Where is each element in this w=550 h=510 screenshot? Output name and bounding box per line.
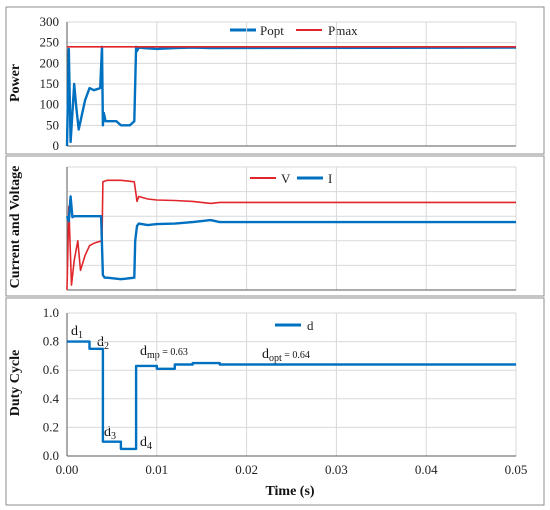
duty-cycle-ytick-label: 0.4 [43, 391, 60, 406]
duty-cycle-xtick-label: 0.00 [56, 462, 79, 477]
annotation-d4: d4 [140, 435, 152, 452]
duty-cycle-ytick-label: 0.2 [43, 419, 59, 434]
power-ytick-label: 250 [40, 35, 60, 50]
legend-i-label: I [328, 171, 332, 186]
duty-cycle-xtick-label: 0.05 [505, 462, 528, 477]
duty-cycle-xtick-label: 0.02 [235, 462, 258, 477]
power-ylabel: Power [8, 64, 23, 102]
power-legend: Popt Pmax [230, 23, 358, 38]
annotation-d3: d3 [104, 425, 116, 442]
duty-xlabel: Time (s) [265, 484, 314, 499]
annotation-dmp: dmp = 0.63 [140, 344, 188, 361]
duty-ylabel: Duty Cycle [8, 350, 23, 417]
duty-cycle-xtick-label: 0.04 [415, 462, 438, 477]
panel-duty-frame [5, 297, 545, 506]
duty-cycle-ytick-label: 0.8 [43, 334, 59, 349]
annotation-d2: d2 [97, 335, 109, 352]
legend-pmax-label: Pmax [328, 23, 358, 38]
power-ytick-label: 200 [40, 55, 60, 70]
annotation-d1: d1 [71, 324, 83, 341]
duty-legend: d [275, 318, 314, 333]
legend-d-label: d [307, 318, 314, 333]
legend-popt-label: Popt [260, 23, 284, 38]
legend-v-label: V [281, 171, 291, 186]
duty-cycle-xtick-label: 0.01 [145, 462, 168, 477]
power-ytick-label: 150 [40, 76, 60, 91]
duty-cycle-xtick-label: 0.03 [325, 462, 348, 477]
current-voltage-series-i [65, 195, 516, 281]
duty-cycle-ytick-label: 1.0 [43, 305, 59, 320]
duty-cycle-ytick-label: 0.0 [43, 448, 59, 463]
annotation-dopt: dopt = 0.64 [262, 347, 310, 364]
duty-cycle-ytick-label: 0.6 [43, 362, 60, 377]
iv-ylabel: Current and Voltage [8, 166, 23, 289]
current-voltage-series-v [66, 179, 516, 291]
power-ytick-label: 300 [40, 14, 60, 29]
power-ytick-label: 0 [53, 138, 60, 153]
duty-cycle-series-d [67, 340, 516, 451]
panel-iv-frame [5, 155, 545, 297]
power-ytick-label: 100 [40, 97, 60, 112]
power-series-popt [65, 45, 517, 147]
iv-legend: V I [250, 171, 332, 186]
panel-power-frame [5, 6, 545, 155]
plot-layer: 0 50 100 150 200 250 300 0.0 0.2 0.4 0.6 0.8 1.0 0.00… [40, 14, 528, 477]
power-ytick-label: 50 [46, 117, 59, 132]
